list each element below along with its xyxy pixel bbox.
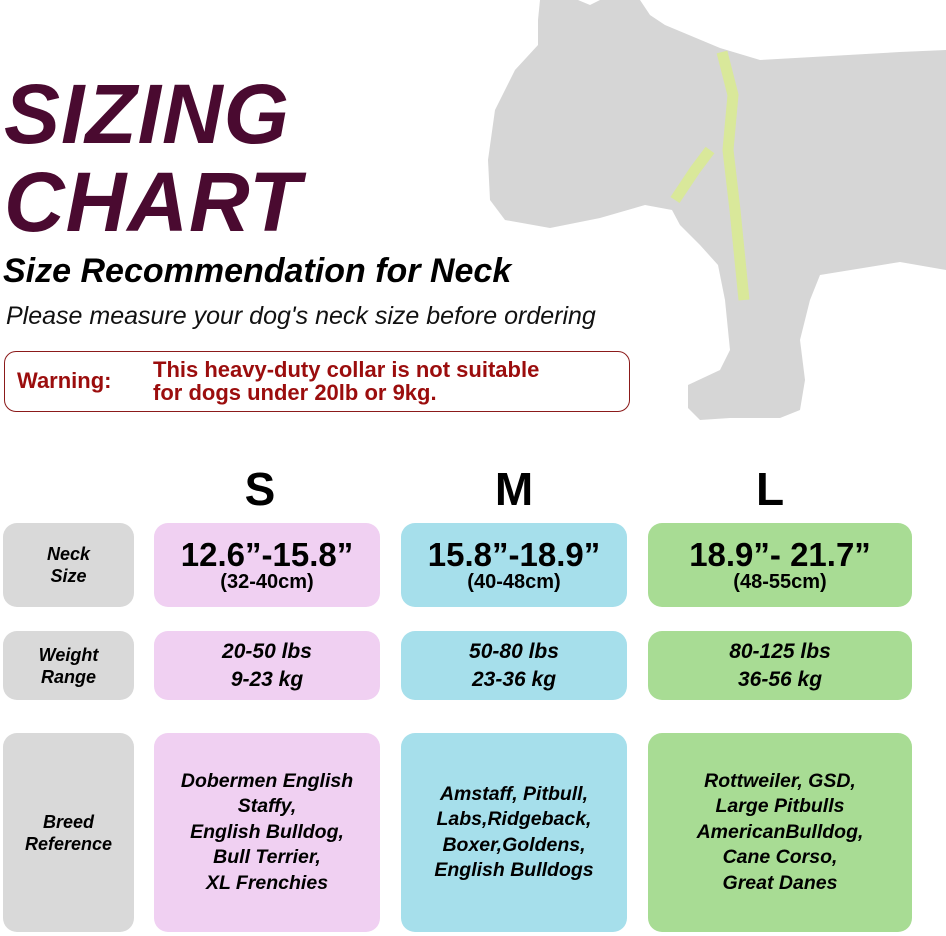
neck-inches: 12.6”-15.8” <box>180 535 354 573</box>
weight-cell-m: 50-80 lbs 23-36 kg <box>401 631 627 700</box>
neck-cm: (32-40cm) <box>220 570 314 593</box>
row-label-breed-reference: Breed Reference <box>3 733 134 932</box>
warning-line-2: for dogs under 20lb or 9kg. <box>153 380 437 405</box>
weight-kg: 9-23 kg <box>230 667 304 691</box>
label-text: Weight <box>38 644 99 665</box>
instruction-text: Please measure your dog's neck size befo… <box>6 302 596 330</box>
warning-text: This heavy-duty collar is not suitable f… <box>153 358 539 404</box>
size-header-m: M <box>494 463 534 515</box>
neck-size-cell-s: 12.6”-15.8” (32-40cm) <box>154 523 380 607</box>
size-header-s: S <box>244 463 276 515</box>
breed-line: Bull Terrier, <box>213 846 321 869</box>
label-text: Reference <box>24 833 113 854</box>
weight-lbs: 80-125 lbs <box>729 639 831 663</box>
warning-label: Warning: <box>17 368 112 393</box>
breed-line: Large Pitbulls <box>715 795 845 818</box>
subtitle: Size Recommendation for Neck <box>3 252 512 290</box>
breed-cell-s: Dobermen English Staffy, English Bulldog, B… <box>154 733 380 932</box>
weight-lbs: 20-50 lbs <box>222 639 312 663</box>
title-line-1: SIZING <box>4 67 291 161</box>
breed-line: AmericanBulldog, <box>696 820 864 843</box>
breed-line: Cane Corso, <box>722 846 838 869</box>
row-label-neck-size: Neck Size <box>3 523 134 607</box>
title-line-2: CHART <box>4 155 302 249</box>
breed-cell-m: Amstaff, Pitbull, Labs,Ridgeback, Boxer,Go… <box>401 733 627 932</box>
weight-kg: 23-36 kg <box>471 667 557 691</box>
measuring-tape <box>670 50 750 301</box>
neck-cm: (48-55cm) <box>733 570 827 593</box>
warning-box: Warning: This heavy-duty collar is not s… <box>4 351 630 412</box>
breed-line: English Bulldogs <box>434 859 594 881</box>
warning-line-1: This heavy-duty collar is not suitable <box>153 357 540 382</box>
breed-line: Rottweiler, GSD, <box>704 769 856 792</box>
neck-size-cell-m: 15.8”-18.9” (40-48cm) <box>401 523 627 607</box>
size-header-l: L <box>755 463 785 515</box>
breed-line: Boxer,Goldens, <box>442 833 586 856</box>
breed-line: Staffy, <box>237 795 297 818</box>
weight-cell-l: 80-125 lbs 36-56 kg <box>648 631 912 700</box>
neck-inches: 15.8”-18.9” <box>427 535 601 573</box>
label-text: Breed <box>42 811 95 832</box>
row-label-weight-range: Weight Range <box>3 631 134 700</box>
breed-line: XL Frenchies <box>205 871 329 894</box>
dog-silhouette <box>488 0 946 420</box>
weight-cell-s: 20-50 lbs 9-23 kg <box>154 631 380 700</box>
breed-line: Labs,Ridgeback, <box>436 808 592 830</box>
weight-kg: 36-56 kg <box>737 667 823 691</box>
breed-line: Dobermen English <box>180 769 354 792</box>
breed-line: Great Danes <box>722 871 838 894</box>
breed-line: English Bulldog, <box>190 820 344 843</box>
label-text: Range <box>40 666 96 687</box>
neck-size-cell-l: 18.9”- 21.7” (48-55cm) <box>648 523 912 607</box>
label-text: Neck <box>46 544 91 564</box>
label-text: Size <box>50 566 87 586</box>
neck-cm: (40-48cm) <box>467 570 561 593</box>
neck-inches: 18.9”- 21.7” <box>689 535 871 573</box>
weight-lbs: 50-80 lbs <box>469 639 559 663</box>
breed-line: Amstaff, Pitbull, <box>439 782 589 805</box>
breed-cell-l: Rottweiler, GSD, Large Pitbulls AmericanBu… <box>648 733 912 932</box>
